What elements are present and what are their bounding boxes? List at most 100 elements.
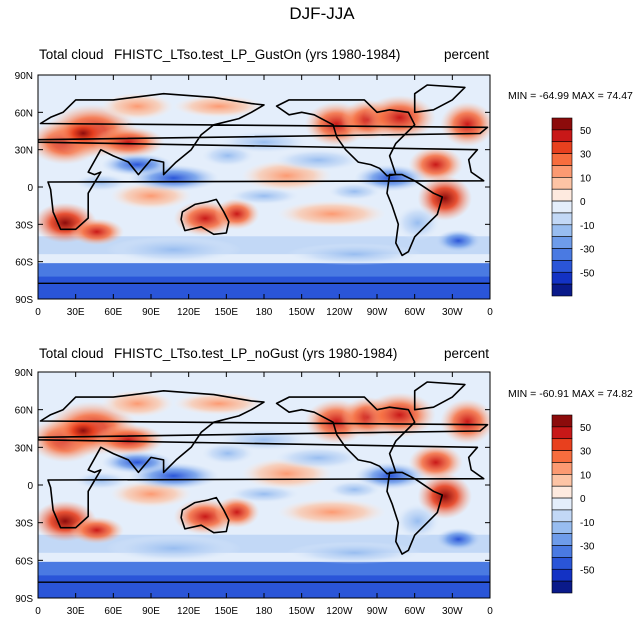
- cloud-anomaly-blob: [395, 204, 441, 241]
- cloud-anomaly-blob: [273, 148, 364, 172]
- cloud-anomaly-blob: [286, 243, 423, 266]
- cloud-field: [38, 84, 490, 299]
- colorbar-swatch: [551, 129, 573, 143]
- lon-tick-label: 30W: [442, 307, 463, 318]
- colorbar-label: 50: [580, 423, 592, 434]
- colorbar-label: 10: [580, 470, 592, 481]
- cloud-anomaly-blob: [218, 131, 310, 154]
- lon-tick-label: 0: [487, 606, 493, 617]
- colorbar-swatch: [551, 497, 573, 511]
- colorbar-swatch: [551, 485, 573, 499]
- colorbar-swatch: [551, 545, 573, 558]
- panel-2-minmax: MIN = -60.91 MAX = 74.82: [508, 388, 633, 400]
- cloud-field: [38, 381, 490, 598]
- lon-tick-label: 120W: [326, 307, 353, 318]
- cloud-anomaly-blob: [105, 534, 242, 562]
- colorbar-swatch: [551, 533, 573, 546]
- lon-tick-label: 90W: [367, 307, 388, 318]
- colorbar-swatch: [551, 271, 573, 285]
- coastline: [38, 92, 489, 231]
- lat-tick-label: 90N: [15, 71, 33, 82]
- lat-tick-label: 30S: [15, 220, 33, 231]
- lat-tick-label: 60N: [15, 108, 33, 119]
- lat-tick-label: 90S: [15, 295, 33, 306]
- colorbar-1: 50 30 10 0 -10 -30 -50: [551, 117, 595, 297]
- lat-tick-label: 60N: [15, 406, 33, 417]
- panel-1-minmax: MIN = -64.99 MAX = 74.47: [508, 90, 633, 102]
- lon-tick-label: 60W: [404, 606, 425, 617]
- cloud-anomaly-blob: [173, 392, 264, 415]
- cloud-anomaly-blob: [69, 516, 124, 544]
- colorbar-swatch: [551, 450, 573, 463]
- colorbar-swatch: [551, 200, 573, 214]
- cloud-anomaly-blob: [227, 485, 301, 504]
- colorbar-swatch: [551, 236, 573, 249]
- cloud-anomaly-blob: [218, 428, 310, 452]
- colorbar-swatch: [551, 414, 573, 428]
- colorbar-swatch: [551, 165, 573, 178]
- colorbar-label: 0: [580, 494, 586, 505]
- cloud-anomaly-blob: [286, 541, 423, 565]
- lon-tick-label: 180: [256, 307, 273, 318]
- colorbar-2: 50 30 10 0 -10 -30 -50: [551, 414, 595, 594]
- lon-tick-label: 0: [35, 606, 41, 617]
- coastline: [180, 198, 230, 236]
- lon-tick-label: 90E: [142, 307, 160, 318]
- panel-2-case-label: FHISTC_LTso.test_LP_noGust (yrs 1980-198…: [114, 346, 398, 361]
- cloud-anomaly-blob: [277, 200, 387, 228]
- colorbar-label: 0: [580, 197, 586, 208]
- lat-tick-label: 30N: [15, 443, 33, 454]
- lon-tick-label: 60W: [404, 307, 425, 318]
- colorbar-label: -10: [580, 518, 595, 529]
- cloud-anomaly-blob: [395, 503, 441, 540]
- lon-tick-label: 180: [256, 606, 273, 617]
- lon-tick-label: 150E: [215, 606, 239, 617]
- colorbar-swatch: [551, 580, 573, 594]
- colorbar-swatch: [551, 248, 573, 261]
- panel-1-case-label: FHISTC_LTso.test_LP_GustOn (yrs 1980-198…: [114, 47, 401, 62]
- colorbar-swatch: [551, 521, 573, 534]
- panel-2-variable-label: Total cloud: [39, 346, 104, 361]
- cloud-anomaly-blob: [363, 392, 436, 438]
- colorbar-label: -50: [580, 268, 595, 279]
- panel-1-variable-label: Total cloud: [39, 47, 104, 62]
- coastline: [38, 390, 489, 529]
- cloud-anomaly-blob: [92, 423, 165, 456]
- panel-1-units-label: percent: [444, 47, 490, 62]
- colorbar-label: -50: [580, 565, 595, 576]
- lon-tick-label: 0: [35, 307, 41, 318]
- cloud-anomaly-blob: [354, 164, 427, 192]
- coastline: [386, 471, 444, 555]
- colorbar-swatch: [551, 474, 573, 487]
- cloud-anomaly-blob: [227, 187, 301, 205]
- colorbar-swatch: [551, 224, 573, 237]
- lon-tick-label: 60E: [104, 606, 122, 617]
- colorbar-swatch: [551, 509, 573, 523]
- lon-tick-label: 0: [487, 307, 493, 318]
- lon-tick-label: 90E: [142, 606, 160, 617]
- lon-tick-label: 30W: [442, 606, 463, 617]
- lon-tick-label: 60E: [104, 307, 122, 318]
- lon-tick-label: 120W: [326, 606, 353, 617]
- cloud-anomaly-blob: [363, 95, 436, 140]
- cloud-anomaly-blob: [214, 496, 260, 528]
- cloud-anomaly-blob: [435, 527, 481, 551]
- cloud-anomaly-blob: [69, 218, 124, 246]
- antarctic-band: [38, 276, 490, 299]
- colorbar-swatch: [551, 426, 573, 440]
- cloud-anomaly-blob: [327, 480, 382, 499]
- lat-tick-label: 0: [27, 183, 33, 194]
- colorbar-swatch: [551, 188, 573, 202]
- colorbar-swatch: [551, 438, 573, 451]
- cloud-anomaly-blob: [214, 198, 260, 230]
- cloud-anomaly-blob: [92, 126, 165, 158]
- lat-tick-label: 60S: [15, 258, 33, 269]
- colorbar-swatch: [551, 260, 573, 273]
- colorbar-swatch: [551, 212, 573, 226]
- lat-tick-label: 90S: [15, 594, 33, 605]
- lat-tick-label: 60S: [15, 556, 33, 567]
- coastline: [180, 496, 230, 534]
- coastline: [413, 84, 466, 114]
